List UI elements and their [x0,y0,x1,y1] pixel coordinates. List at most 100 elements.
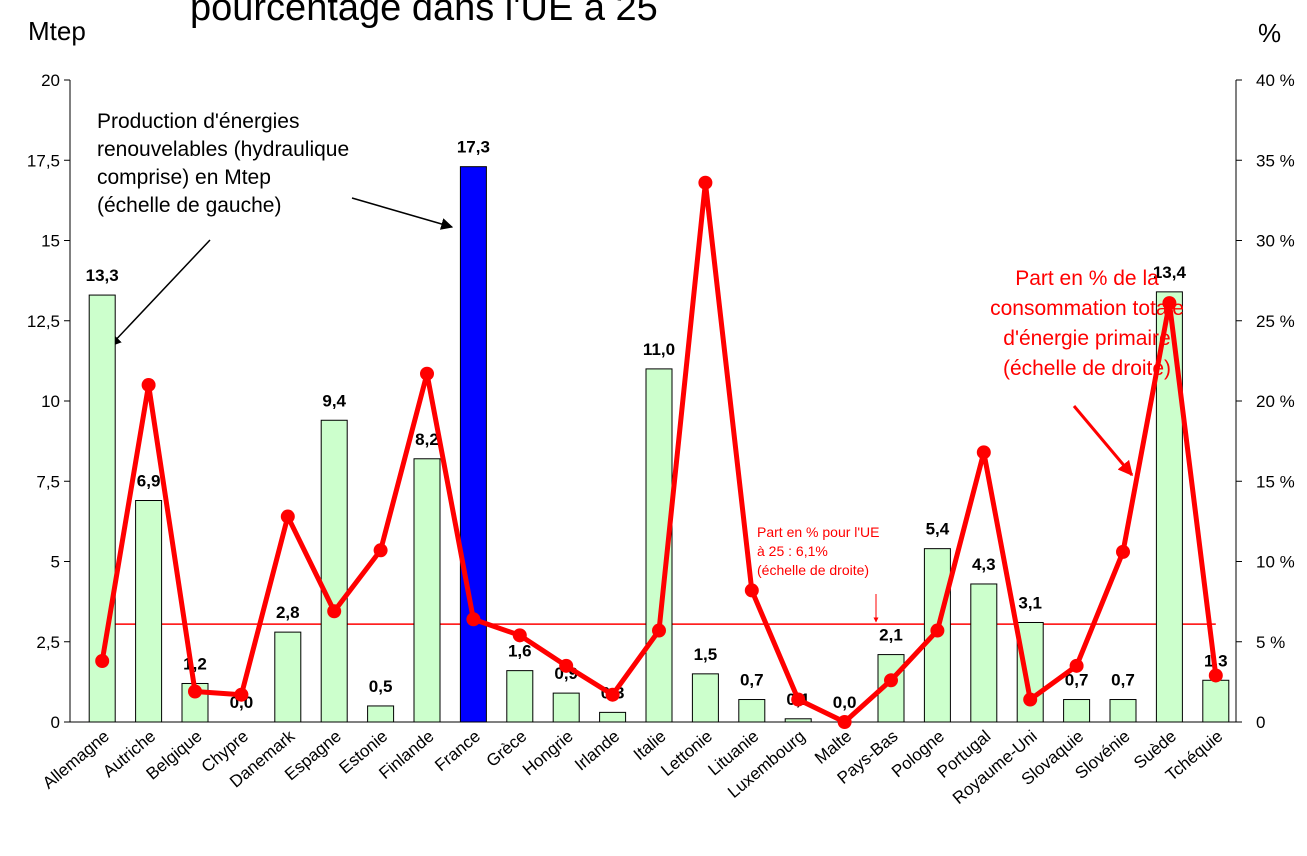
annotation: Part en % pour l'UE [757,524,880,540]
data-label: 2,8 [276,603,300,622]
line-marker [1208,668,1223,683]
line-marker [420,366,434,381]
line-marker [837,715,852,729]
bar [1109,699,1137,723]
y-tick-label: 5 [51,553,60,572]
data-label: 17,3 [457,138,490,157]
line-marker [95,654,110,669]
y2-tick-label: 15 % [1256,472,1295,491]
data-label: 6,9 [137,472,161,491]
bar [970,583,998,723]
annotation: d'énergie primaire [1003,327,1170,350]
bar [923,548,951,723]
data-label: 0,7 [740,671,764,690]
y2-axis-label: % [1258,18,1281,48]
annotation: consommation totale [990,297,1184,320]
y2-tick-label: 30 % [1256,232,1295,251]
data-label: 1,2 [183,654,207,673]
bar [506,670,534,723]
data-label: 5,4 [926,520,950,539]
data-label: 3,1 [1018,593,1042,612]
bar [135,500,163,723]
y2-tick-label: 35 % [1256,151,1295,170]
bar [784,718,812,723]
x-tick-label: Hongrie [519,727,577,780]
bar [1063,699,1091,723]
data-label: 9,4 [322,391,346,410]
line-marker [930,623,945,638]
x-tick-label: Italie [630,727,670,765]
annotation: à 25 : 6,1% [757,543,828,559]
line-marker [280,509,295,524]
line-marker [1023,692,1038,707]
data-label: 0,7 [1065,671,1089,690]
bar [320,419,348,723]
bar [599,711,627,723]
bar [413,458,441,723]
line-marker [698,175,713,190]
y2-tick-label: 25 % [1256,312,1295,331]
line-marker [559,658,574,673]
annotation: (échelle de droite) [757,562,869,578]
y-tick-label: 0 [51,713,60,732]
x-tick-label: Lettonie [657,727,716,780]
annotation-arrow [1072,405,1134,477]
data-label: 2,1 [879,626,903,645]
y2-tick-label: 20 % [1256,392,1295,411]
line-marker [976,445,991,460]
line-marker [884,673,898,688]
y-axis-label: Mtep [28,16,86,46]
y-tick-label: 17,5 [27,151,60,170]
data-label: 13,4 [1153,263,1187,282]
data-label: 4,3 [972,555,996,574]
annotation: (échelle de gauche) [97,194,281,217]
y-tick-label: 10 [41,392,60,411]
data-label: 11,0 [643,340,675,359]
line-marker [1162,296,1177,311]
bar [691,673,719,723]
data-label: 13,3 [86,266,119,285]
line-marker [327,604,342,619]
y-tick-label: 12,5 [27,312,60,331]
y-tick-label: 7,5 [36,472,60,491]
x-tick-label: Irlande [571,727,623,775]
bar [274,631,302,723]
bar [552,692,580,723]
line-marker [744,583,759,598]
x-tick-label: France [431,727,484,776]
annotation: comprise) en Mtep [97,166,271,189]
data-label: 0,0 [833,693,857,712]
line-marker [141,377,156,392]
bar [738,699,766,723]
bar [459,166,487,723]
x-tick-label: Allemagne [39,727,113,793]
y2-tick-label: 40 % [1256,71,1295,90]
bar [1016,621,1044,723]
annotation: Production d'énergies [97,110,299,133]
line-marker [234,687,249,702]
line-marker [188,684,202,699]
line-marker [466,612,481,627]
bar [1202,679,1230,723]
line-marker [373,543,388,558]
line-marker [512,628,527,643]
y-tick-label: 20 [41,71,60,90]
data-label: 0,7 [1111,671,1135,690]
data-label: 1,5 [694,645,718,664]
annotation: Part en % de la [1015,267,1159,290]
y2-tick-label: 5 % [1256,633,1285,652]
y2-tick-label: 0 [1256,713,1265,732]
line-marker [652,623,666,638]
line-marker [605,687,620,702]
line-marker [791,692,806,707]
bar [367,705,395,723]
line-marker [1116,544,1130,559]
annotation: (échelle de droite) [1003,357,1171,380]
y2-tick-label: 10 % [1256,553,1295,572]
data-label: 8,2 [415,430,439,449]
y-tick-label: 15 [41,232,60,251]
line-marker [1069,658,1084,673]
data-label: 1,6 [508,642,532,661]
annotation: renouvelables (hydraulique [97,138,349,161]
